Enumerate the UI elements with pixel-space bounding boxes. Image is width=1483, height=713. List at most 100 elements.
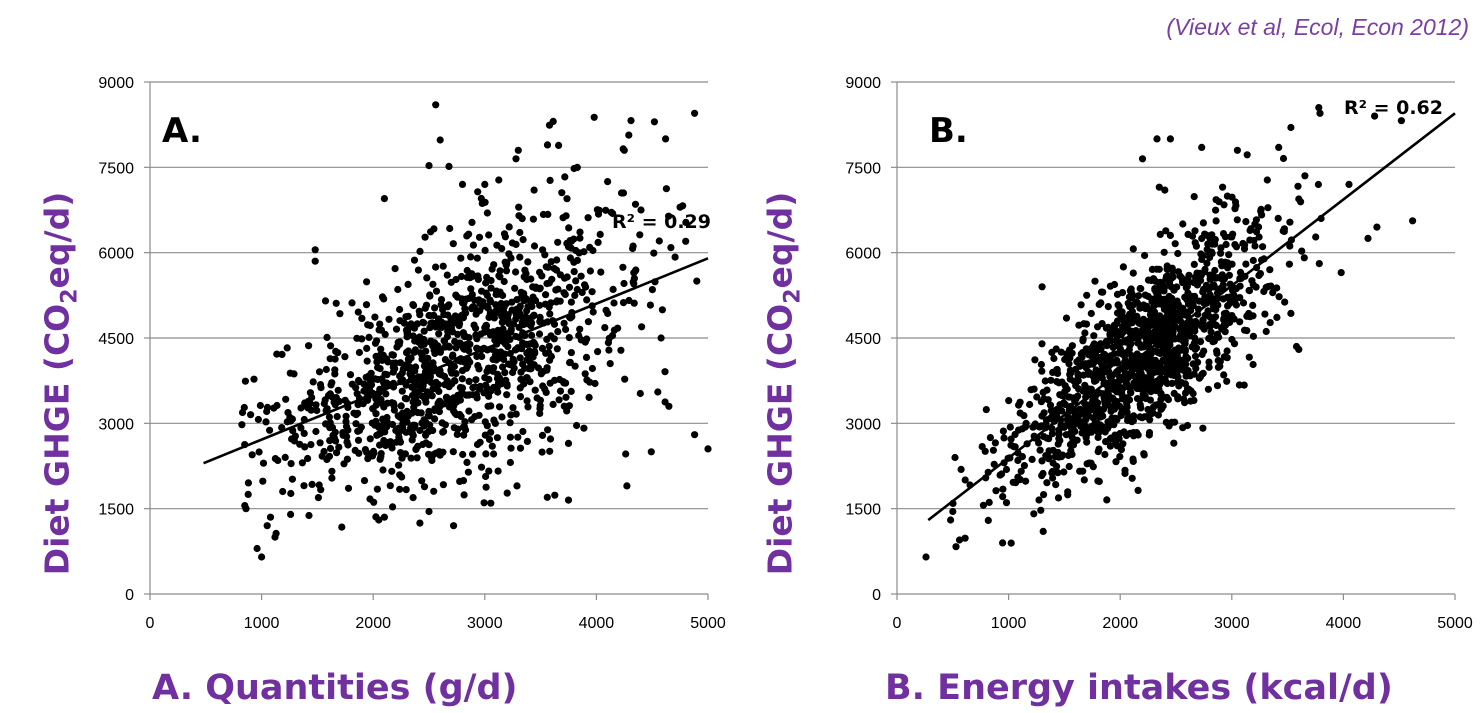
data-point-a (467, 253, 475, 261)
data-point-a (250, 375, 258, 383)
data-point-a (512, 410, 520, 418)
data-point-b (1031, 356, 1039, 364)
data-point-a (304, 454, 312, 463)
data-point-a (693, 277, 701, 285)
data-point-a (665, 402, 673, 410)
data-point-b (1124, 382, 1132, 391)
data-point-b (1022, 419, 1030, 427)
data-point-a (438, 323, 446, 331)
data-point-a (529, 338, 538, 346)
data-point-b (1043, 386, 1051, 394)
data-point-b (1204, 385, 1212, 393)
data-point-a (588, 364, 597, 373)
data-point-b (985, 498, 993, 506)
data-point-b (1212, 206, 1220, 214)
data-point-a (425, 507, 433, 516)
data-point-a (620, 146, 628, 154)
data-point-a (546, 379, 554, 387)
x-tick-label-a: 3000 (467, 615, 503, 632)
data-point-b (1236, 294, 1244, 302)
data-point-b (1020, 462, 1028, 470)
data-point-a (454, 391, 462, 399)
data-point-a (432, 287, 441, 295)
data-point-a (609, 209, 617, 218)
data-point-b (1162, 275, 1170, 283)
data-point-b (1207, 328, 1215, 336)
data-point-a (328, 467, 336, 475)
data-point-b (1251, 242, 1259, 250)
data-point-b (1245, 287, 1254, 295)
data-point-a (512, 240, 520, 248)
plot-area-b: 0 1500 3000 4500 6000 7500 9000 0 1000 2000 3000 40… (845, 75, 1472, 632)
data-point-a (311, 257, 319, 265)
data-point-a (588, 288, 596, 296)
data-point-b (1045, 435, 1053, 443)
data-point-a (456, 410, 464, 419)
data-point-a (402, 361, 410, 369)
data-point-a (495, 403, 504, 411)
data-point-a (247, 411, 255, 419)
data-point-a (362, 373, 370, 381)
data-point-a (576, 234, 584, 242)
y-tick-label-b: 4500 (845, 331, 881, 348)
data-point-a (398, 387, 406, 395)
data-point-b (1245, 353, 1253, 361)
data-point-a (450, 377, 459, 385)
data-point-b (1287, 309, 1295, 317)
data-point-b (1140, 385, 1148, 393)
data-point-b (1191, 292, 1199, 300)
data-point-b (1038, 367, 1046, 375)
data-point-b (1206, 322, 1214, 330)
data-point-b (1226, 318, 1234, 326)
data-point-b (1180, 344, 1188, 352)
y-tick-label-a: 7500 (98, 160, 134, 177)
y-tick-label-b: 0 (872, 587, 881, 604)
data-point-b (1163, 379, 1171, 388)
data-point-b (1077, 301, 1085, 309)
data-point-a (388, 351, 396, 359)
data-point-a (439, 400, 447, 408)
data-point-b (1218, 325, 1226, 333)
data-point-b (1068, 450, 1076, 458)
data-point-a (553, 297, 561, 305)
data-point-a (622, 450, 630, 458)
data-point-b (1039, 469, 1047, 478)
data-point-a (416, 349, 425, 357)
data-point-a (536, 396, 545, 404)
data-point-a (543, 493, 551, 501)
data-point-b (1191, 227, 1199, 235)
data-point-b (1137, 369, 1145, 377)
data-point-a (594, 238, 602, 246)
data-point-a (481, 431, 489, 439)
data-point-a (459, 477, 468, 485)
data-point-a (630, 269, 638, 277)
data-point-a (629, 278, 637, 286)
data-point-a (625, 131, 633, 139)
data-point-b (1166, 135, 1174, 143)
data-point-a (480, 499, 488, 507)
data-point-b (1300, 254, 1308, 262)
data-point-b (1192, 242, 1200, 250)
data-point-a (625, 296, 633, 305)
data-point-a (416, 311, 424, 319)
data-point-b (1171, 240, 1179, 248)
data-point-a (506, 458, 514, 467)
data-point-a (471, 296, 479, 304)
data-point-a (262, 418, 270, 426)
data-point-a (422, 398, 430, 406)
data-point-b (1161, 186, 1169, 194)
data-point-b (1198, 350, 1206, 358)
data-point-a (460, 345, 468, 353)
data-point-b (1243, 327, 1251, 335)
data-point-b (1199, 252, 1207, 260)
data-point-a (485, 231, 493, 239)
data-point-a (375, 516, 383, 524)
data-point-a (363, 278, 371, 286)
data-point-a (542, 263, 550, 271)
data-point-a (562, 212, 570, 220)
data-point-a (259, 459, 268, 467)
data-point-b (1371, 112, 1379, 120)
data-point-a (556, 387, 565, 395)
data-point-a (499, 291, 507, 300)
data-point-a (513, 296, 521, 304)
